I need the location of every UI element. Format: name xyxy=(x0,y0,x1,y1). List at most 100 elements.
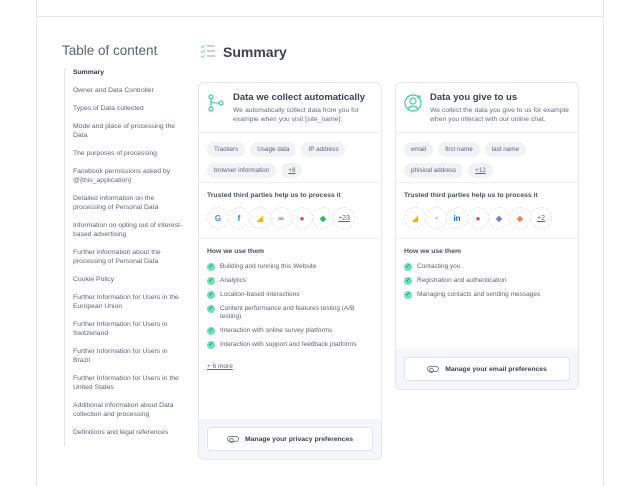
page-title: Summary xyxy=(223,44,287,60)
list-item: ✓ Registration and authentication xyxy=(404,277,570,285)
card-data-collected-automatically: Data we collect automatically We automati… xyxy=(198,82,382,460)
check-icon: ✓ xyxy=(207,263,215,271)
google-ads-icon[interactable]: ◢ xyxy=(249,207,271,229)
google-maps-icon[interactable]: ● xyxy=(291,207,313,229)
data-type-chip: IP address xyxy=(301,142,346,157)
manage-preferences-button[interactable]: Manage your privacy preferences xyxy=(207,427,373,451)
usage-list: How we use them ✓ Contacting you ✓ Registrat… xyxy=(396,239,578,314)
more-uses-link[interactable]: + 6 more xyxy=(207,363,233,370)
section-title: How we use them xyxy=(207,248,265,255)
mailchimp-icon[interactable]: ◆ xyxy=(488,207,510,229)
section-title: Trusted third parties help us to process… xyxy=(207,192,341,199)
card-description: We automatically collect data from you f… xyxy=(233,107,360,123)
google-maps-icon[interactable]: ● xyxy=(467,207,489,229)
check-icon: ✓ xyxy=(404,277,412,285)
evernote-icon[interactable]: ◆ xyxy=(312,207,334,229)
third-parties: Trusted third parties help us to process… xyxy=(199,183,381,239)
check-icon: ✓ xyxy=(207,291,215,299)
toc-item[interactable]: Information on opting out of interest-ba… xyxy=(73,222,183,238)
data-type-chip: browser information xyxy=(207,163,277,178)
toc-item[interactable]: The purposes of processing xyxy=(73,150,157,157)
toc-item[interactable]: Definitions and legal references xyxy=(73,429,169,436)
button-label: Manage your privacy preferences xyxy=(244,435,354,443)
card-description: We collect the data you give to us for e… xyxy=(430,107,569,123)
toc-item[interactable]: Mode and place of processing the Data xyxy=(73,123,176,139)
toc-item[interactable]: Further Information for Users in the Eur… xyxy=(73,294,179,310)
data-type-chip: first name xyxy=(438,142,480,157)
data-type-chip: Usage data xyxy=(250,142,297,157)
card-title: Data you give to us xyxy=(430,92,518,103)
usage-label: Location-based interactions xyxy=(220,291,300,298)
card-data-you-give: Data you give to us We collect the data y… xyxy=(395,82,579,390)
toc-item[interactable]: Further Information for Users in Brazil xyxy=(73,348,168,364)
page-frame xyxy=(36,0,604,486)
data-types: Trackers Usage data IP address browser info… xyxy=(199,133,381,183)
divider xyxy=(36,16,604,17)
button-label: Manage your email preferences xyxy=(445,365,547,373)
card-header: Data you give to us We collect the data y… xyxy=(396,83,578,133)
linkedin-icon[interactable]: in xyxy=(446,207,468,229)
check-icon: ✓ xyxy=(404,263,412,271)
toc-item[interactable]: Owner and Data Controller xyxy=(73,87,154,94)
data-type-chip: phisical address xyxy=(404,163,464,178)
usage-label: Managing contacts and sending messages xyxy=(417,291,541,298)
toc-item[interactable]: Additional information about Data collec… xyxy=(73,402,174,418)
usage-label: Interaction with online survey platforms xyxy=(220,327,333,334)
loader-icon[interactable]: ◔ xyxy=(425,207,447,229)
toc-item[interactable]: Cookie Policy xyxy=(73,276,115,283)
data-types: email first name last name phisical address… xyxy=(396,133,578,183)
usage-label: Interaction with support and feedback pl… xyxy=(220,341,357,348)
section-title: How we use them xyxy=(404,248,462,255)
manage-preferences-button[interactable]: Manage your email preferences xyxy=(404,357,570,381)
toc-item[interactable]: Types of Data collected xyxy=(73,105,144,112)
flow-icon xyxy=(208,94,224,112)
table-of-contents: Summary Owner and Data Controller Types of… xyxy=(64,68,184,446)
toc-item[interactable]: Further Information for Users in the Uni… xyxy=(73,375,179,391)
toggle-icon xyxy=(427,366,440,373)
meta-icon[interactable]: ∞ xyxy=(270,207,292,229)
card-footer: Manage your privacy preferences xyxy=(199,419,381,459)
data-type-chip: email xyxy=(404,142,434,157)
list-item: ✓ Analytics xyxy=(207,277,373,285)
usage-label: Building and running this Website xyxy=(220,263,317,270)
usage-list: How we use them ✓ Building and running thi… xyxy=(199,239,381,382)
user-add-icon xyxy=(404,94,422,112)
card-title: Data we collect automatically xyxy=(233,92,365,103)
more-data-types-link[interactable]: +8 xyxy=(281,163,303,178)
section-title: Trusted third parties help us to process… xyxy=(404,192,538,199)
list-item: ✓ Content performance and features testin… xyxy=(207,305,373,321)
facebook-icon[interactable]: f xyxy=(228,207,250,229)
usage-label: Analytics xyxy=(220,277,247,284)
check-icon: ✓ xyxy=(207,277,215,285)
usage-label: Contacting you xyxy=(417,263,461,270)
list-item: ✓ Contacting you xyxy=(404,263,570,271)
google-ads-icon[interactable]: ◢ xyxy=(404,207,426,229)
usage-label: Registration and authentication xyxy=(417,277,507,284)
toc-item[interactable]: Further information about the processing… xyxy=(73,249,161,265)
toc-item[interactable]: Facebook permissions asked by @{this_app… xyxy=(73,168,171,184)
google-icon[interactable]: G xyxy=(207,207,229,229)
data-type-chip: Trackers xyxy=(207,142,246,157)
check-icon: ✓ xyxy=(207,341,215,349)
toc-item[interactable]: Detailed information on the processing o… xyxy=(73,195,159,211)
usage-label: Content performance and features testing… xyxy=(220,305,355,320)
card-footer: Manage your email preferences xyxy=(396,349,578,389)
more-data-types-link[interactable]: +12 xyxy=(468,163,493,178)
check-icon: ✓ xyxy=(404,291,412,299)
check-icon: ✓ xyxy=(207,327,215,335)
list-item: ✓ Interaction with support and feedback p… xyxy=(207,341,373,349)
more-parties-link[interactable]: +23 xyxy=(333,207,355,229)
toc-item[interactable]: Further Information for Users in Switzer… xyxy=(73,321,168,337)
list-item: ✓ Location-based interactions xyxy=(207,291,373,299)
toc-title: Table of content xyxy=(62,43,158,58)
hubspot-icon[interactable]: ◆ xyxy=(509,207,531,229)
more-parties-link[interactable]: +2 xyxy=(530,207,552,229)
list-item: ✓ Interaction with online survey platform… xyxy=(207,327,373,335)
list-item: ✓ Building and running this Website xyxy=(207,263,373,271)
check-icon: ✓ xyxy=(207,305,215,313)
toc-item[interactable]: Summary xyxy=(73,69,104,76)
card-header: Data we collect automatically We automati… xyxy=(199,83,381,133)
third-parties: Trusted third parties help us to process… xyxy=(396,183,578,239)
toggle-icon xyxy=(226,436,239,443)
list-item: ✓ Managing contacts and sending messages xyxy=(404,291,570,299)
